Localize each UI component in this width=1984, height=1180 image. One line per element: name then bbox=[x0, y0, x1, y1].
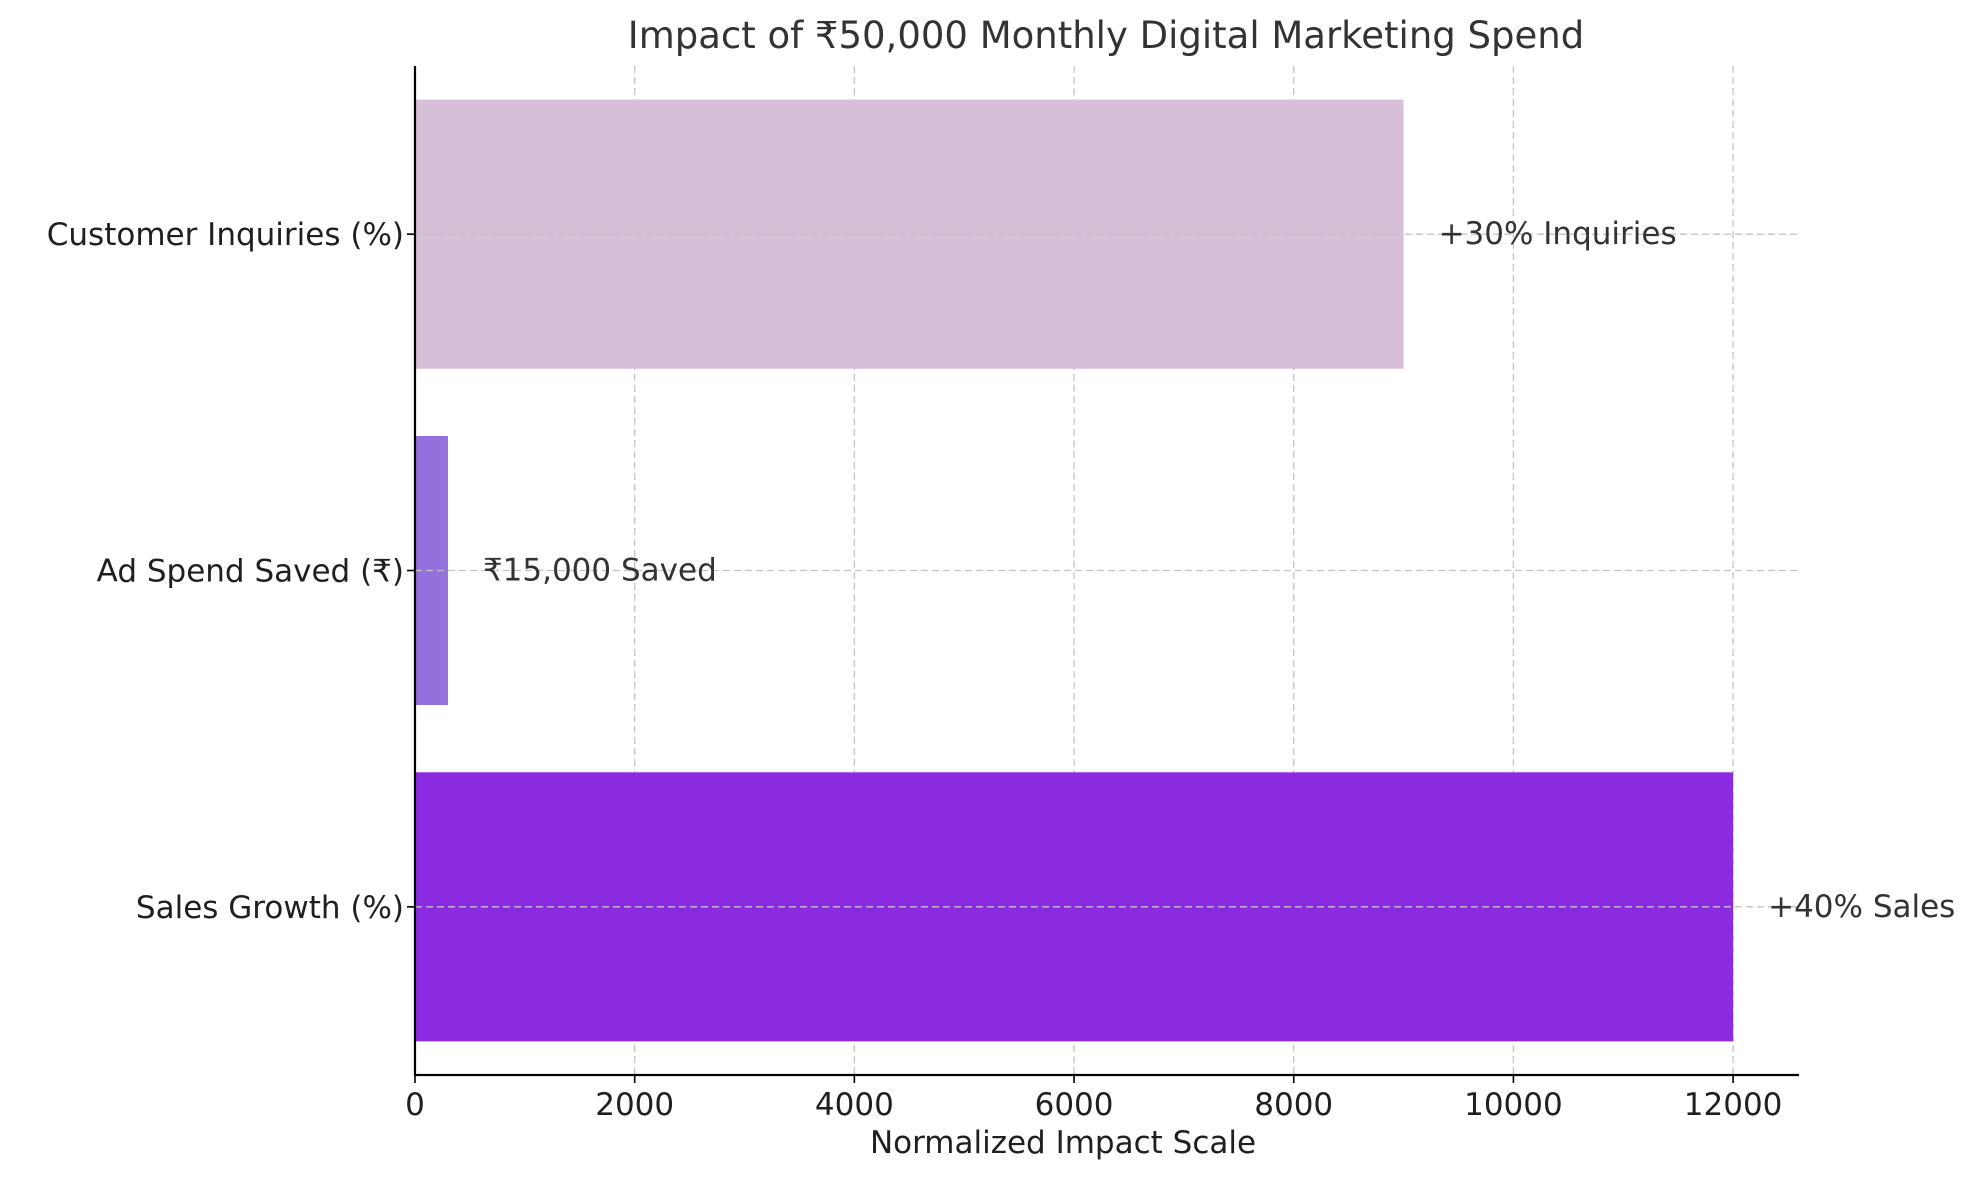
y-tick-label: Sales Growth (%) bbox=[136, 890, 404, 926]
bar-data-label: ₹15,000 Saved bbox=[483, 553, 717, 589]
y-tick-label: Ad Spend Saved (₹) bbox=[97, 554, 404, 590]
x-tick-label: 8000 bbox=[1254, 1087, 1333, 1123]
x-tick-label: 6000 bbox=[1035, 1087, 1114, 1123]
bar-data-label: +30% Inquiries bbox=[1439, 216, 1677, 252]
axes: 0 2000 4000 6000 8000 10000 12000 Sales Growth … bbox=[47, 66, 1799, 1123]
bar bbox=[415, 772, 1734, 1042]
x-tick-label: 2000 bbox=[595, 1087, 674, 1123]
bar bbox=[415, 99, 1404, 369]
x-tick-label: 12000 bbox=[1684, 1087, 1783, 1123]
y-tick-label: Customer Inquiries (%) bbox=[47, 217, 404, 253]
x-tick-label: 0 bbox=[405, 1087, 425, 1123]
x-axis-label: Normalized Impact Scale bbox=[870, 1125, 1256, 1161]
data-labels: +40% Sales ₹15,000 Saved +30% Inquiries bbox=[483, 216, 1955, 925]
x-tick-label: 10000 bbox=[1464, 1087, 1563, 1123]
x-tick-label: 4000 bbox=[815, 1087, 894, 1123]
chart-title: Impact of ₹50,000 Monthly Digital Market… bbox=[628, 14, 1584, 57]
bar-data-label: +40% Sales bbox=[1768, 889, 1955, 925]
